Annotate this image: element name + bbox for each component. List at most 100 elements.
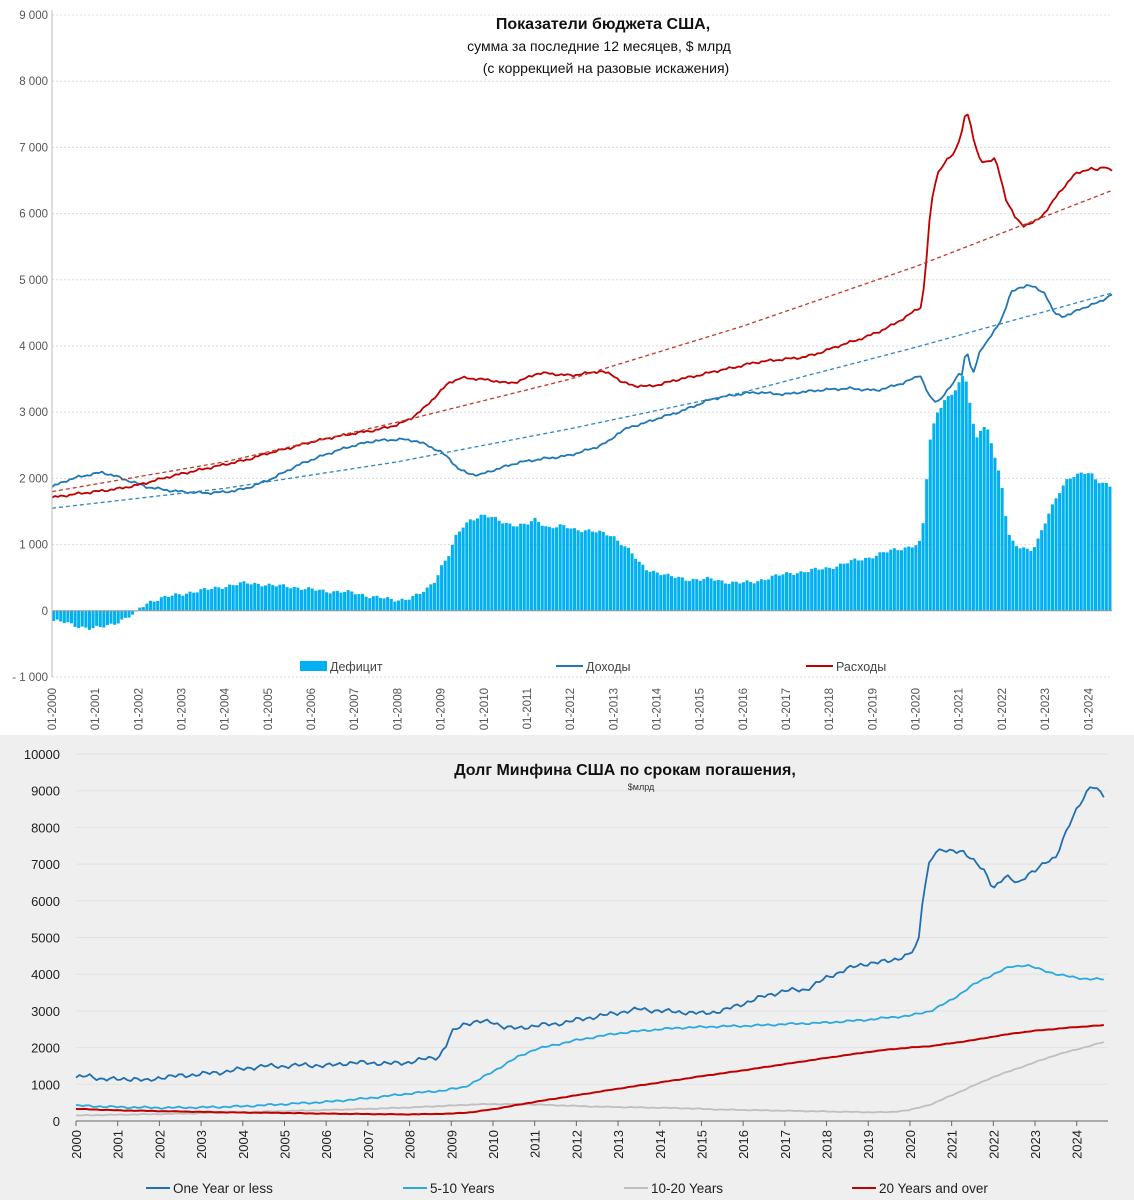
deficit-bar — [896, 550, 900, 611]
deficit-bar — [458, 531, 462, 611]
budget-x-tick-label: 01-2023 — [1040, 688, 1052, 730]
deficit-bar — [590, 531, 595, 611]
deficit-bar — [69, 610, 74, 624]
deficit-bar — [540, 525, 544, 611]
deficit-bar — [666, 573, 670, 611]
deficit-bar — [192, 592, 196, 611]
deficit-bar — [910, 547, 914, 611]
deficit-bar — [476, 518, 480, 611]
debt-x-tick-label: 2023 — [1028, 1130, 1043, 1159]
deficit-bar — [634, 558, 638, 611]
budget-y-tick-label: 5 000 — [19, 275, 48, 287]
deficit-bar — [1032, 547, 1036, 611]
deficit-bar — [828, 567, 832, 611]
deficit-bar — [242, 581, 246, 611]
deficit-bar — [1025, 548, 1029, 611]
deficit-bar — [120, 610, 124, 620]
debt-x-tick-label: 2003 — [194, 1130, 209, 1159]
deficit-bar — [856, 560, 860, 611]
deficit-bar — [1022, 547, 1026, 611]
budget-x-tick-label: 01-2008 — [392, 688, 404, 730]
budget-chart-title: Показатели бюджета США, — [496, 16, 710, 33]
debt-x-tick-label: 2010 — [486, 1130, 501, 1159]
deficit-bar — [310, 588, 314, 611]
deficit-bar — [885, 552, 889, 611]
spending-line — [51, 113, 1113, 499]
deficit-bar — [1108, 486, 1112, 611]
deficit-bar — [709, 578, 713, 611]
deficit-bar — [1040, 530, 1044, 611]
debt-x-tick-label: 2006 — [319, 1130, 334, 1159]
deficit-bar — [842, 563, 846, 611]
deficit-bar — [1011, 540, 1015, 611]
debt-chart: 1000090008000700060005000400030002000100… — [0, 735, 1134, 1200]
budget-y-tick-label: 0 — [42, 606, 48, 618]
deficit-bar — [989, 443, 993, 611]
deficit-bar — [1086, 473, 1090, 611]
deficit-bar — [1094, 479, 1098, 611]
deficit-bar — [228, 584, 232, 611]
deficit-bar — [968, 402, 972, 611]
deficit-bar — [630, 553, 634, 611]
deficit-bar — [1043, 523, 1047, 611]
budget-x-tick-label: 01-2020 — [911, 688, 923, 730]
deficit-bar — [1090, 473, 1094, 611]
deficit-bar — [781, 574, 785, 611]
deficit-bar — [235, 585, 239, 611]
deficit-bar — [429, 584, 433, 611]
deficit-bar — [774, 574, 778, 611]
deficit-bar — [447, 556, 451, 611]
deficit-bar — [716, 580, 720, 611]
budget-x-tick-label: 01-2010 — [479, 688, 491, 730]
deficit-bar — [871, 558, 875, 611]
deficit-bar — [378, 598, 383, 611]
deficit-bar — [450, 544, 454, 611]
budget-x-tick-label: 01-2009 — [436, 688, 448, 730]
budget-y-tick-label: 3 000 — [19, 407, 48, 419]
deficit-bar — [335, 590, 339, 611]
deficit-bar — [601, 531, 605, 611]
deficit-bar — [806, 571, 810, 611]
deficit-bar — [472, 520, 476, 611]
deficit-bar — [799, 571, 803, 611]
deficit-bar — [465, 522, 469, 611]
deficit-bar — [199, 589, 203, 611]
deficit-bar — [777, 575, 781, 611]
deficit-bar — [368, 598, 372, 611]
deficit-bar — [364, 596, 368, 611]
deficit-bar — [594, 532, 598, 611]
deficit-bar — [720, 580, 724, 611]
deficit-bar — [105, 610, 109, 625]
budget-x-tick-label: 01-2014 — [651, 687, 663, 730]
deficit-bar — [238, 582, 242, 611]
debt-y-tick-label: 5000 — [31, 931, 60, 946]
deficit-bar — [1104, 482, 1108, 611]
debt-x-tick-label: 2019 — [861, 1130, 876, 1159]
deficit-bar — [156, 600, 160, 611]
deficit-bar — [127, 610, 131, 618]
deficit-bar — [741, 582, 745, 611]
deficit-bar — [486, 517, 490, 611]
deficit-bar — [723, 583, 727, 611]
deficit-bar — [177, 594, 181, 611]
budget-x-tick-label: 01-2001 — [90, 688, 102, 730]
deficit-bar — [80, 610, 84, 627]
deficit-bar — [652, 570, 656, 611]
deficit-bar — [903, 547, 907, 611]
deficit-bar — [731, 581, 735, 611]
deficit-bar — [583, 530, 587, 611]
deficit-bar — [939, 407, 943, 611]
deficit-bar — [677, 576, 681, 611]
deficit-bar — [749, 581, 753, 611]
deficit-bar — [321, 589, 325, 611]
deficit-bar — [443, 560, 447, 611]
budget-chart-subtitle-1: сумма за последние 12 месяцев, $ млрд — [467, 38, 731, 54]
deficit-bar — [1097, 483, 1101, 611]
deficit-bar — [573, 528, 577, 611]
deficit-bar — [849, 560, 853, 611]
deficit-bar — [860, 560, 864, 611]
deficit-bar — [698, 580, 702, 611]
deficit-bar — [997, 470, 1001, 611]
five-ten-years-line — [75, 964, 1104, 1110]
deficit-bar — [515, 526, 519, 611]
